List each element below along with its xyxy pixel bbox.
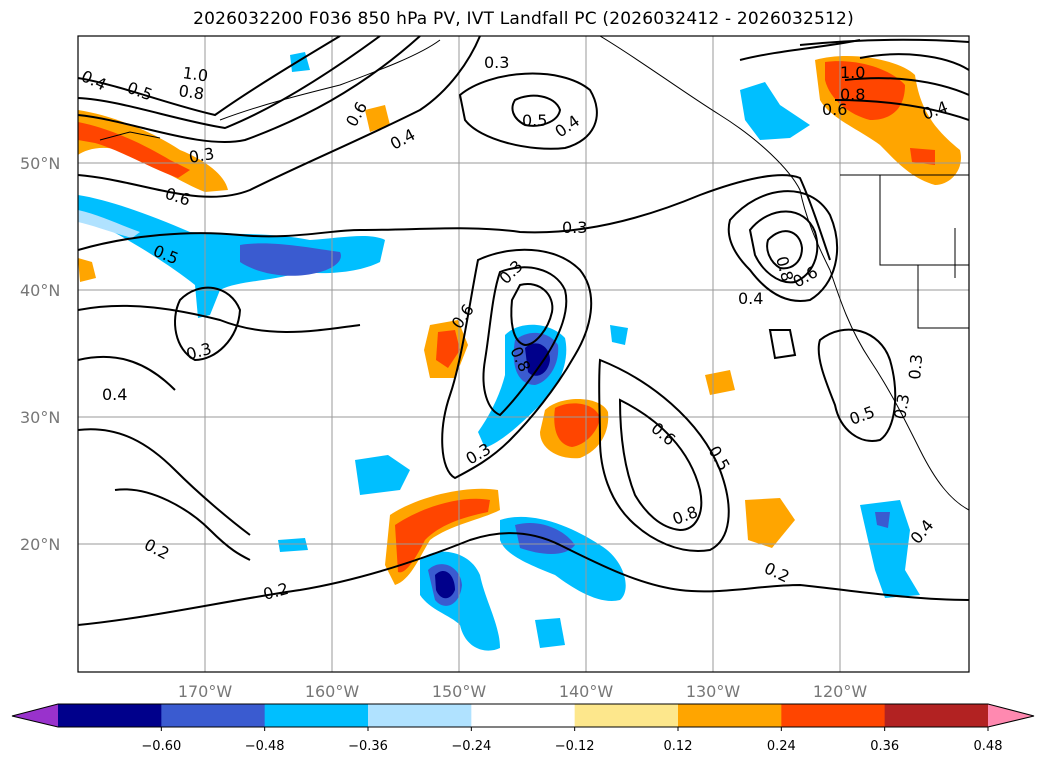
colorbar-segment — [161, 704, 266, 727]
colorbar-tick-label: −0.36 — [348, 739, 388, 754]
contour-label: 0.3 — [484, 53, 509, 72]
contour-label: 0.4 — [102, 385, 127, 404]
contour-label: 1.0 — [840, 63, 865, 82]
lon-label: 130°W — [686, 682, 741, 701]
lon-label: 120°W — [813, 682, 868, 701]
colorbar-outline — [11, 703, 1035, 728]
lat-label: 20°N — [20, 535, 60, 554]
colorbar-segment — [678, 704, 782, 727]
contour-label: 0.8 — [840, 85, 865, 104]
colorbar-segment — [781, 704, 886, 727]
colorbar-tick-label: −0.12 — [555, 739, 595, 754]
contour-label: 0.5 — [522, 111, 547, 130]
longitude-labels: 170°W 160°W 150°W 140°W 130°W 120°W — [178, 682, 868, 701]
map-frame — [77, 35, 970, 673]
lon-label: 170°W — [178, 682, 233, 701]
colorbar-segment — [471, 704, 576, 727]
colorbar: −0.60 −0.48 −0.36 −0.24 −0.12 0.12 0.24 0.36 0.4… — [11, 703, 1035, 754]
lon-label: 140°W — [559, 682, 614, 701]
colorbar-tick-label: 0.36 — [870, 739, 899, 754]
contour-label: 1.0 — [181, 63, 209, 85]
colorbar-segment — [574, 704, 679, 727]
colorbar-extend-high — [988, 704, 1034, 727]
colorbar-tick-label: −0.48 — [245, 739, 285, 754]
lon-label: 150°W — [432, 682, 487, 701]
contour-label: 0.6 — [822, 100, 847, 119]
colorbar-extend-low — [12, 704, 58, 727]
colorbar-tick-label: −0.24 — [451, 739, 491, 754]
colorbar-tick-label: 0.24 — [767, 739, 796, 754]
contour-label: 0.3 — [562, 218, 587, 237]
colorbar-segment — [264, 704, 369, 727]
lat-label: 40°N — [20, 281, 60, 300]
colorbar-tick-label: −0.60 — [141, 739, 181, 754]
coastlines — [99, 36, 969, 511]
lon-label: 160°W — [305, 682, 360, 701]
lat-label: 30°N — [20, 408, 60, 427]
latitude-labels: 50°N 40°N 30°N 20°N — [20, 154, 60, 554]
contour-label: 0.3 — [905, 353, 926, 380]
colorbar-segment — [368, 704, 472, 727]
colorbar-tick-label: 0.48 — [974, 739, 1003, 754]
colorbar-segment — [884, 704, 989, 727]
contour-label: 0.3 — [187, 144, 215, 167]
contour-label: 0.4 — [738, 289, 763, 308]
colorbar-segment — [58, 704, 162, 727]
contour-label: 0.8 — [177, 81, 205, 103]
contour-label: 0.3 — [890, 392, 913, 420]
colorbar-tick-label: 0.12 — [664, 739, 693, 754]
lat-label: 50°N — [20, 154, 60, 173]
pv-contours — [78, 36, 969, 626]
plot-title: 2026032200 F036 850 hPa PV, IVT Landfall… — [193, 9, 854, 29]
